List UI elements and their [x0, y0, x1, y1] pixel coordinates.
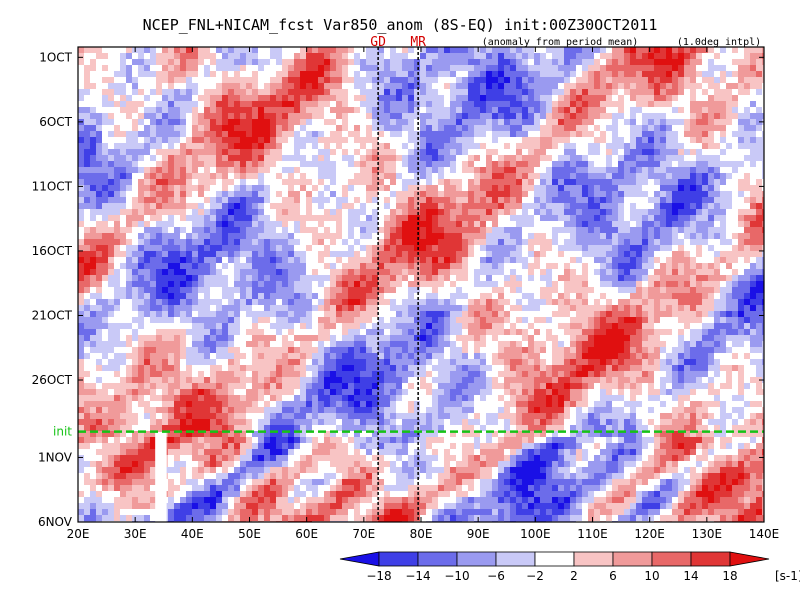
x-tick-label: 30E: [124, 527, 147, 541]
colorbar-swatch: [495, 551, 536, 567]
chart-subtitle: (anomaly from period mean): [482, 37, 639, 48]
x-axis: 20E 30E 40E 50E 60E 70E 80E 90E 100E 110E 120E 130E…: [67, 47, 780, 541]
missing-data-band: [155, 431, 167, 522]
x-tick-label: 90E: [467, 527, 490, 541]
x-tick-label: 70E: [352, 527, 375, 541]
colorbar-swatch: [378, 551, 419, 567]
colorbar-label: −2: [526, 569, 544, 583]
colorbar-swatch: [651, 551, 692, 567]
colorbar-swatch: [573, 551, 614, 567]
init-line-group: init: [53, 425, 764, 439]
colorbar-label: −10: [444, 569, 469, 583]
colorbar-arrow-high: [729, 551, 770, 567]
y-axis: 1OCT 6OCT 11OCT 16OCT 21OCT 26OCT 1NOV 6NOV: [32, 50, 764, 529]
x-tick-label: 130E: [692, 527, 723, 541]
chart-note: (1.0deg intpl): [677, 37, 761, 48]
missing-band: [155, 431, 167, 522]
x-tick-label: 120E: [634, 527, 665, 541]
colorbar-unit: [s-1]: [775, 569, 800, 583]
y-tick-label: 6NOV: [38, 515, 73, 529]
x-tick-label: 50E: [238, 527, 261, 541]
y-tick-label: 26OCT: [32, 373, 73, 387]
y-tick-label: 21OCT: [32, 308, 73, 322]
marker-label-mr: MR: [410, 35, 426, 50]
colorbar-swatch: [456, 551, 497, 567]
colorbar-swatch: [612, 551, 653, 567]
colorbar-label: 6: [609, 569, 617, 583]
x-tick-label: 110E: [577, 527, 608, 541]
colorbar-swatch: [417, 551, 458, 567]
colorbar-swatch: [534, 551, 575, 567]
colorbar-label: 14: [683, 569, 698, 583]
x-tick-label: 80E: [410, 527, 433, 541]
colorbar-label: −14: [405, 569, 430, 583]
x-tick-label: 60E: [295, 527, 318, 541]
chart-title: NCEP_FNL+NICAM_fcst Var850_anom (8S-EQ) …: [143, 16, 658, 34]
colorbar: −18 −14 −10 −6 −2 2 6 10 14 18 [s-1]: [339, 551, 800, 583]
station-markers: GD MR: [370, 35, 426, 522]
colorbar-arrow-low: [339, 551, 380, 567]
x-tick-label: 100E: [520, 527, 551, 541]
colorbar-label: 10: [644, 569, 659, 583]
y-tick-label: 11OCT: [32, 179, 73, 193]
y-tick-label: 1OCT: [39, 50, 72, 64]
x-tick-label: 20E: [67, 527, 90, 541]
y-tick-label: 6OCT: [39, 115, 72, 129]
colorbar-swatch: [690, 551, 731, 567]
init-label: init: [53, 425, 72, 439]
y-tick-label: 16OCT: [32, 244, 73, 258]
colorbar-label: 18: [722, 569, 737, 583]
anomaly-field: [78, 47, 764, 522]
colorbar-label: 2: [570, 569, 578, 583]
colorbar-label: −6: [487, 569, 505, 583]
marker-label-gd: GD: [370, 35, 386, 50]
x-tick-label: 140E: [749, 527, 780, 541]
colorbar-label: −18: [366, 569, 391, 583]
x-tick-label: 40E: [181, 527, 204, 541]
y-tick-label: 1NOV: [38, 450, 73, 464]
